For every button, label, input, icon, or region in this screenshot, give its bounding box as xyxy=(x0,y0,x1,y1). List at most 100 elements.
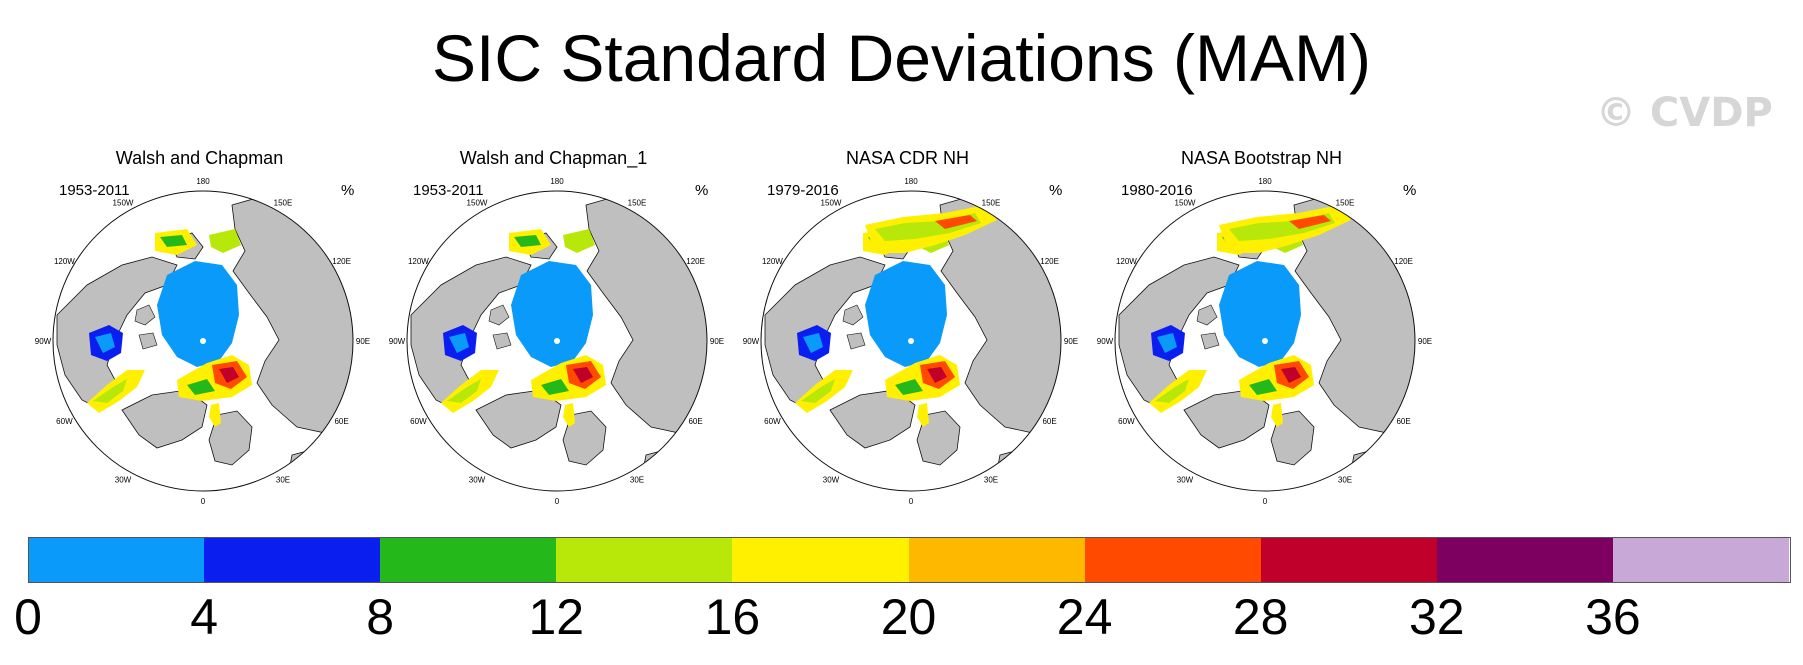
colorbar-tick-label: 24 xyxy=(1056,589,1113,645)
panel-title: NASA CDR NH xyxy=(845,148,970,168)
polar-map: 180 150E 120E 90E 60E 30E 0 30W 60W 90W 120W 150W xyxy=(389,177,724,505)
ice-field xyxy=(927,367,947,383)
map-content xyxy=(410,194,707,480)
longitude-label: 30E xyxy=(276,476,290,485)
colorbar-segment xyxy=(1260,537,1438,582)
colorbar-tick-label: 20 xyxy=(880,589,937,645)
land-mass xyxy=(288,450,318,480)
land-mass xyxy=(846,332,866,350)
ice-field xyxy=(187,379,215,395)
cvdp-watermark: © CVDP xyxy=(1596,90,1773,136)
longitude-label: 30W xyxy=(469,476,486,485)
panel-title: NASA Bootstrap NH xyxy=(1180,148,1343,168)
longitude-label: 30E xyxy=(1338,476,1352,485)
colorbar-segment xyxy=(380,537,557,582)
colorbar-segment xyxy=(28,537,205,582)
map-content xyxy=(56,194,353,480)
ice-field xyxy=(449,333,469,353)
land-mass xyxy=(1183,389,1270,449)
longitude-label: 120W xyxy=(54,257,75,266)
longitude-label: 60E xyxy=(334,417,348,426)
longitude-label: 150E xyxy=(628,198,647,207)
ice-field xyxy=(514,235,541,247)
ice-field xyxy=(1157,333,1177,353)
colorbar-segment xyxy=(908,537,1086,582)
panel-title: Walsh and Chapman xyxy=(115,148,284,168)
land-mass xyxy=(138,332,158,350)
panel-unit: % xyxy=(1049,182,1063,199)
map-boundary xyxy=(1114,190,1416,492)
longitude-label: 0 xyxy=(201,497,206,505)
panel-unit: % xyxy=(341,182,355,199)
longitude-label: 120E xyxy=(1040,257,1059,266)
ice-field xyxy=(801,379,835,403)
longitude-label: 150W xyxy=(1175,198,1196,207)
land-mass xyxy=(642,450,672,480)
land-mass xyxy=(121,389,208,449)
land-mass xyxy=(996,450,1026,480)
longitude-label: 120E xyxy=(332,257,351,266)
longitude-label: 60W xyxy=(410,417,427,426)
land-mass xyxy=(1196,304,1218,326)
land-mass xyxy=(829,389,916,449)
colorbar-tick-label: 36 xyxy=(1585,589,1641,645)
longitude-label: 30E xyxy=(630,476,644,485)
longitude-label: 90E xyxy=(1064,337,1078,346)
colorbar-segment xyxy=(1612,537,1790,582)
map-boundary xyxy=(406,190,708,492)
longitude-label: 60E xyxy=(688,417,702,426)
longitude-label: 180 xyxy=(196,177,210,186)
longitude-label: 90E xyxy=(356,337,370,346)
longitude-label: 120W xyxy=(408,257,429,266)
land-mass xyxy=(842,304,864,326)
panel-period: 1953-2011 xyxy=(59,182,130,199)
panel-period: 1953-2011 xyxy=(413,182,484,199)
figure-title: SIC Standard Deviations (MAM) xyxy=(432,21,1371,95)
ice-field xyxy=(1219,261,1301,367)
ice-field xyxy=(1289,215,1331,229)
longitude-label: 90W xyxy=(35,337,52,346)
longitude-label: 90E xyxy=(1418,337,1432,346)
land-mass xyxy=(208,410,253,466)
ice-field xyxy=(563,403,575,427)
pole-hole xyxy=(908,338,914,344)
longitude-label: 60E xyxy=(1396,417,1410,426)
ice-field xyxy=(95,333,115,353)
panel-title: Walsh and Chapman_1 xyxy=(459,148,648,168)
longitude-label: 180 xyxy=(1258,177,1272,186)
longitude-label: 30W xyxy=(823,476,840,485)
ice-field xyxy=(209,229,241,253)
ice-field xyxy=(895,379,923,395)
longitude-label: 0 xyxy=(555,497,560,505)
land-mass xyxy=(488,304,510,326)
ice-field xyxy=(1281,367,1301,383)
panel-period: 1980-2016 xyxy=(1121,182,1193,199)
colorbar-tick-label: 16 xyxy=(704,589,761,645)
polar-map: 180 150E 120E 90E 60E 30E 0 30W 60W 90W 120W 150W xyxy=(1097,177,1432,505)
ice-field xyxy=(209,403,221,427)
land-mass xyxy=(916,410,961,466)
panel-period: 1979-2016 xyxy=(767,182,839,199)
longitude-label: 180 xyxy=(904,177,918,186)
pole-hole xyxy=(200,338,206,344)
colorbar-tick-label: 4 xyxy=(190,589,218,645)
longitude-label: 150W xyxy=(821,198,842,207)
map-panel-2: Walsh and Chapman_1 1953-2011 % 180 150E 1… xyxy=(381,145,726,505)
longitude-label: 180 xyxy=(550,177,564,186)
ice-field xyxy=(865,261,947,367)
ice-field xyxy=(1249,379,1277,395)
polar-map: 180 150E 120E 90E 60E 30E 0 30W 60W 90W 120W 150W xyxy=(743,177,1078,505)
colorbar-segment xyxy=(732,537,909,582)
longitude-label: 150W xyxy=(113,198,134,207)
ice-field xyxy=(157,261,239,367)
land-mass xyxy=(492,332,512,350)
ice-field xyxy=(511,261,593,367)
longitude-label: 30W xyxy=(115,476,132,485)
pole-hole xyxy=(1262,338,1268,344)
panel-unit: % xyxy=(1403,182,1417,199)
ice-field xyxy=(160,235,187,247)
longitude-label: 60W xyxy=(764,417,781,426)
longitude-label: 120W xyxy=(762,257,783,266)
longitude-label: 150E xyxy=(982,198,1001,207)
map-panel-3: NASA CDR NH 1979-2016 % 180 150E 120E 90E 60… xyxy=(735,145,1080,505)
